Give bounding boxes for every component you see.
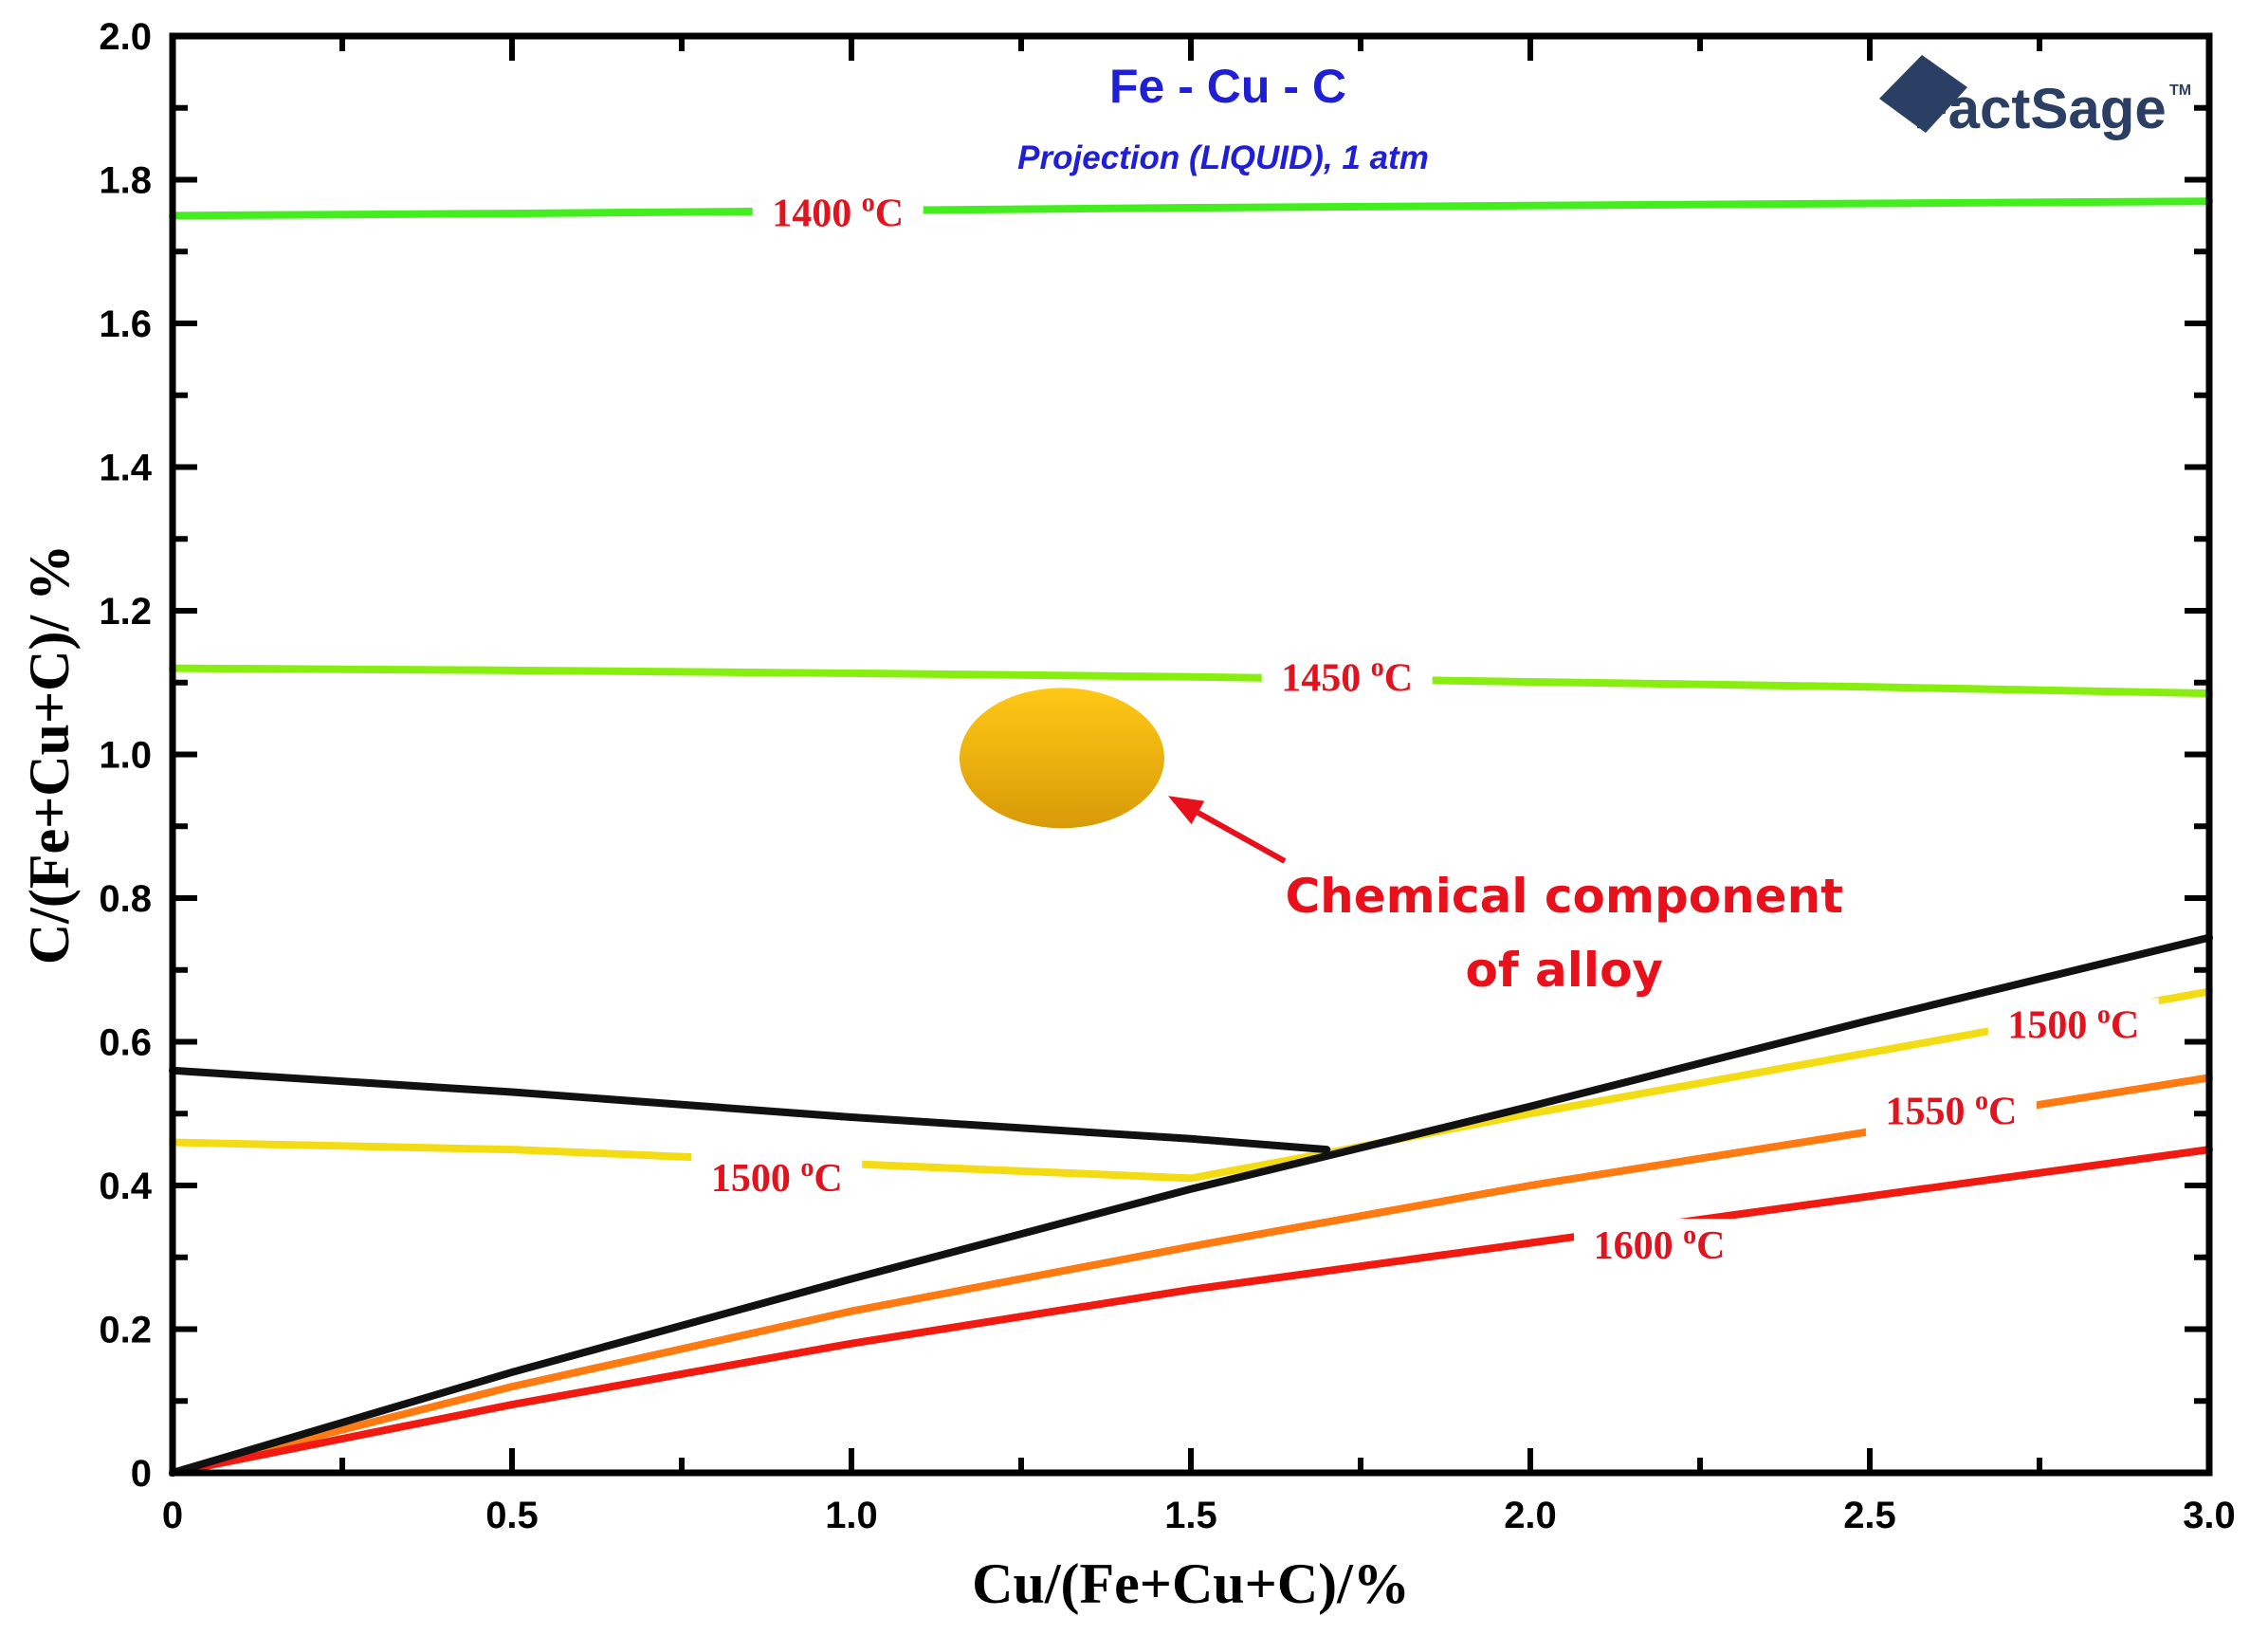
logo-text: FactSage xyxy=(1913,77,2167,140)
x-tick-label: 3.0 xyxy=(2183,1495,2236,1536)
isotherm-label-bg xyxy=(1865,1084,2037,1136)
annotation-line-2: of alloy xyxy=(1466,943,1663,998)
series-line xyxy=(169,664,2213,698)
y-tick-label: 0.2 xyxy=(99,1310,152,1351)
y-tick-label: 0 xyxy=(131,1453,152,1495)
isotherm-label: 1500 oC xyxy=(2007,1001,2139,1048)
isotherm-label-bg xyxy=(1987,998,2159,1050)
y-axis-title: C/(Fe+Cu+C)/ % xyxy=(18,544,81,964)
x-tick-label: 2.5 xyxy=(1843,1495,1896,1536)
isotherm-label: 1450 oC xyxy=(1281,653,1413,701)
x-tick-label: 0 xyxy=(162,1495,183,1536)
alloy-composition-marker xyxy=(959,688,1164,829)
y-tick-label: 2.0 xyxy=(99,16,152,58)
isotherm-label: 1500 oC xyxy=(711,1153,843,1201)
isotherm-label: 1400 oC xyxy=(772,189,904,236)
logo-tm: TM xyxy=(2169,83,2191,99)
y-tick-label: 0.6 xyxy=(99,1022,152,1064)
isotherm-labels: 1400 oC 1450 oC 1500 oC 1500 oC 1550 oC 1600 … xyxy=(711,189,2139,1269)
chart-title: Fe - Cu - C xyxy=(1109,60,1346,113)
isotherm-label: 1550 oC xyxy=(1885,1086,2017,1133)
series-line xyxy=(169,1146,2213,1477)
axis-ticks xyxy=(170,33,2212,1476)
series-line xyxy=(169,197,2213,220)
annotation-arrow-head xyxy=(1167,796,1205,825)
y-tick-label: 0.8 xyxy=(99,878,152,920)
factsage-logo: FactSage TM xyxy=(1879,55,2191,140)
y-tick-label: 1.6 xyxy=(99,303,152,345)
series-group xyxy=(169,197,2213,1477)
y-tick-label: 1.4 xyxy=(99,448,152,489)
annotation-line-1: Chemical component xyxy=(1285,869,1843,924)
isotherm-label-bg xyxy=(1574,1219,1746,1271)
x-axis-title: Cu/(Fe+Cu+C)/% xyxy=(972,1552,1410,1615)
series-line xyxy=(169,1066,1331,1154)
y-tick-label: 1.0 xyxy=(99,735,152,777)
x-tick-label: 0.5 xyxy=(485,1495,539,1536)
isotherm-label-bg xyxy=(1261,651,1433,703)
annotation: Chemical component of alloy xyxy=(1167,796,1843,998)
plot-frame xyxy=(169,32,2213,1477)
isotherm-label-backgrounds xyxy=(691,186,2159,1271)
isotherm-label-bg xyxy=(752,186,924,238)
tick-labels: 0 0.5 1.0 1.5 2.0 2.5 3.0 0 0.2 0.4 0.6 0.8 1.0 1.2 1.… xyxy=(99,16,2235,1536)
y-tick-label: 1.2 xyxy=(99,591,152,633)
x-tick-label: 1.5 xyxy=(1164,1495,1217,1536)
chart-subtitle: Projection (LIQUID), 1 atm xyxy=(1017,139,1429,176)
isotherm-label-bg xyxy=(691,1150,863,1203)
x-tick-label: 2.0 xyxy=(1504,1495,1557,1536)
annotation-arrow-line xyxy=(1196,810,1287,864)
logo-mark-icon xyxy=(1879,55,1967,133)
x-tick-label: 1.0 xyxy=(825,1495,878,1536)
series-line xyxy=(169,933,2213,1477)
isotherm-label: 1600 oC xyxy=(1594,1221,1726,1268)
y-tick-label: 1.8 xyxy=(99,160,152,202)
y-tick-label: 0.4 xyxy=(99,1166,152,1207)
